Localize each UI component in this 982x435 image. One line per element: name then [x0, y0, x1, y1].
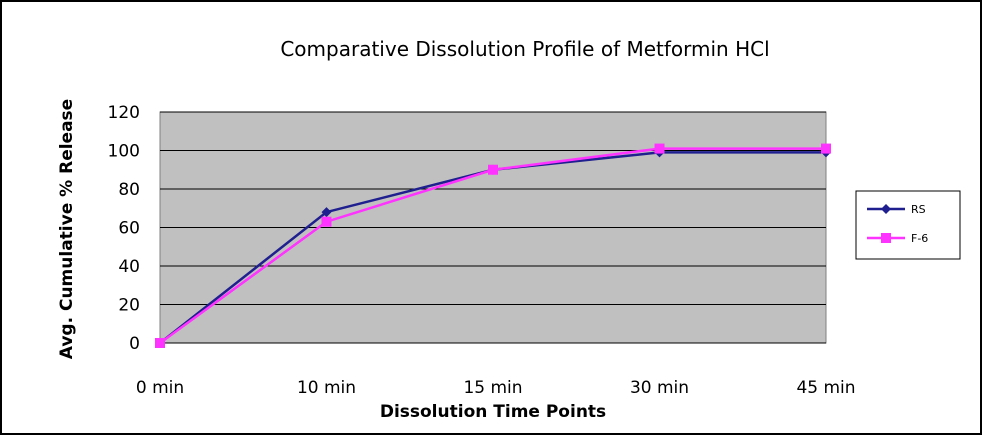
x-tick-label: 15 min — [463, 378, 522, 398]
y-tick-label: 20 — [118, 296, 140, 316]
y-axis-label: Avg. Cumulative % Release — [57, 99, 77, 359]
data-point — [321, 207, 332, 218]
y-tick-label: 80 — [118, 180, 140, 200]
x-tick-label: 30 min — [630, 378, 689, 398]
x-axis-ticks: 0 min 10 min 15 min 30 min 45 min — [136, 378, 856, 398]
legend-entry: RS — [867, 203, 926, 216]
data-point — [321, 216, 332, 227]
y-tick-label: 100 — [108, 142, 140, 162]
gridlines — [160, 111, 826, 344]
y-tick-label: 40 — [118, 257, 140, 277]
y-tick-label: 120 — [108, 103, 140, 123]
x-tick-label: 0 min — [136, 378, 184, 398]
legend-marker — [881, 204, 891, 214]
legend-items: RS F-6 — [867, 203, 928, 245]
data-point — [821, 143, 831, 154]
data-point — [654, 143, 665, 154]
legend-entry: F-6 — [867, 232, 928, 245]
y-axis-ticks: 0 20 40 60 80 100 120 — [108, 103, 140, 354]
data-point — [155, 338, 165, 348]
x-axis-label: Dissolution Time Points — [380, 402, 606, 422]
y-tick-label: 60 — [118, 219, 140, 239]
x-tick-label: 45 min — [796, 378, 855, 398]
legend-label: F-6 — [911, 232, 928, 245]
x-tick-label: 10 min — [297, 378, 356, 398]
series-layer — [155, 143, 831, 348]
legend-label: RS — [911, 203, 926, 216]
legend-marker — [881, 233, 891, 243]
series-f-6 — [155, 143, 831, 348]
data-point — [488, 164, 498, 175]
legend — [855, 190, 961, 260]
chart-title: Comparative Dissolution Profile of Metfo… — [280, 37, 769, 61]
y-tick-label: 0 — [129, 334, 140, 354]
